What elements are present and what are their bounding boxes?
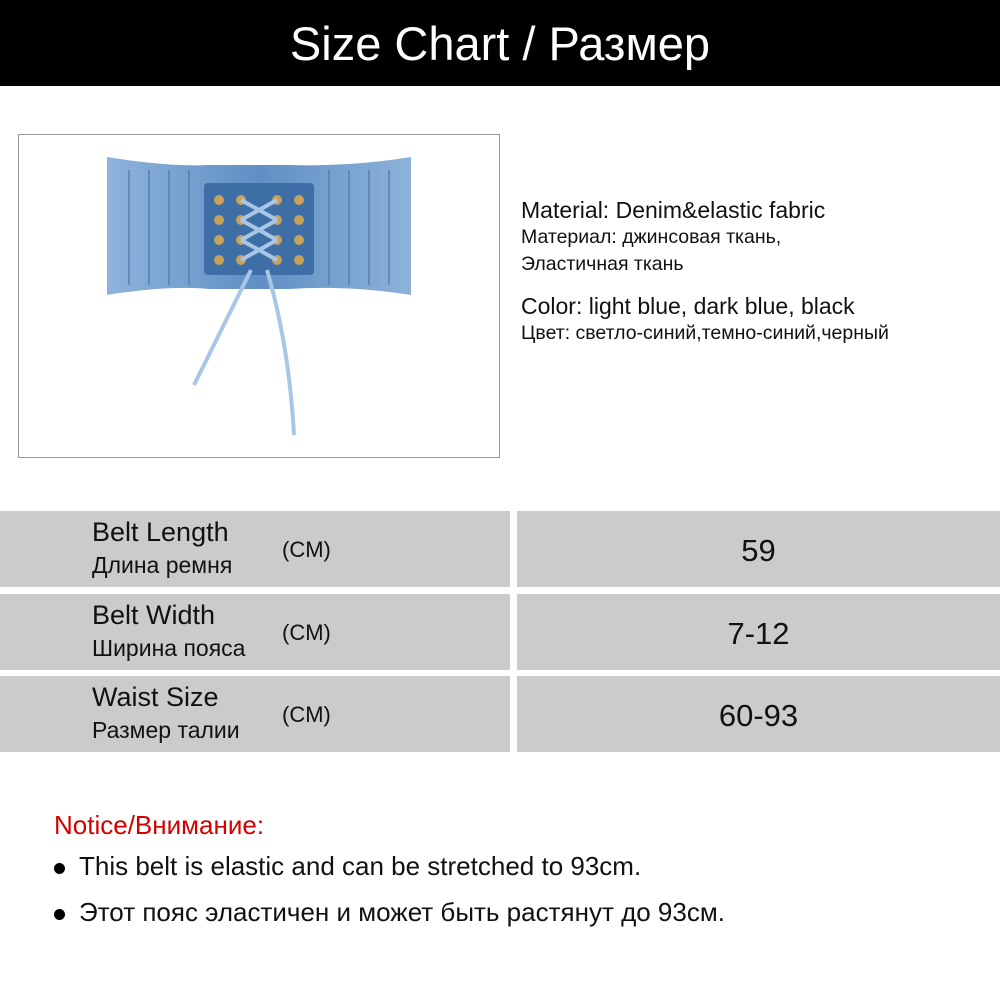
material-ru-2: Эластичная ткань xyxy=(521,253,684,275)
label-ru: Длина ремня xyxy=(92,552,233,578)
label-ru: Ширина пояса xyxy=(92,635,246,661)
material-en: Material: Denim&elastic fabric xyxy=(521,197,826,223)
unit: (CM) xyxy=(282,620,331,645)
color-ru: Цвет: светло-синий,темно-синий,черный xyxy=(521,322,889,344)
bullet-icon xyxy=(54,908,65,920)
size-row-belt-length: Belt Length Длина ремня (CM) 59 xyxy=(0,511,1000,587)
size-value: 7-12 xyxy=(517,594,1000,670)
product-image xyxy=(18,134,500,458)
unit: (CM) xyxy=(282,537,331,562)
material-ru-1: Материал: джинсовая ткань, xyxy=(521,226,782,248)
size-label-cell: Waist Size Размер талии (CM) xyxy=(0,676,510,752)
notice-item: Этот пояс эластичен и может быть растяну… xyxy=(54,897,725,928)
unit: (CM) xyxy=(282,702,331,727)
size-value: 60-93 xyxy=(517,676,1000,752)
label-en: Belt Width xyxy=(92,600,216,630)
label-ru: Размер талии xyxy=(92,717,240,743)
size-row-waist-size: Waist Size Размер талии (CM) 60-93 xyxy=(0,676,1000,752)
size-value: 59 xyxy=(517,511,1000,587)
notice-item: This belt is elastic and can be stretche… xyxy=(54,851,641,882)
size-row-belt-width: Belt Width Ширина пояса (CM) 7-12 xyxy=(0,594,1000,670)
bullet-icon xyxy=(54,862,65,874)
notice-text: Этот пояс эластичен и может быть растяну… xyxy=(79,897,725,927)
notice-title: Notice/Внимание: xyxy=(54,810,265,840)
notice-text: This belt is elastic and can be stretche… xyxy=(79,851,642,881)
size-label-cell: Belt Width Ширина пояса (CM) xyxy=(0,594,510,670)
color-en: Color: light blue, dark blue, black xyxy=(521,293,855,319)
product-info: Material: Denim&elastic fabric Материал:… xyxy=(521,196,889,347)
page-title: Size Chart / Размер xyxy=(0,0,1000,86)
label-en: Waist Size xyxy=(92,682,219,712)
label-en: Belt Length xyxy=(92,517,229,547)
size-label-cell: Belt Length Длина ремня (CM) xyxy=(0,511,510,587)
